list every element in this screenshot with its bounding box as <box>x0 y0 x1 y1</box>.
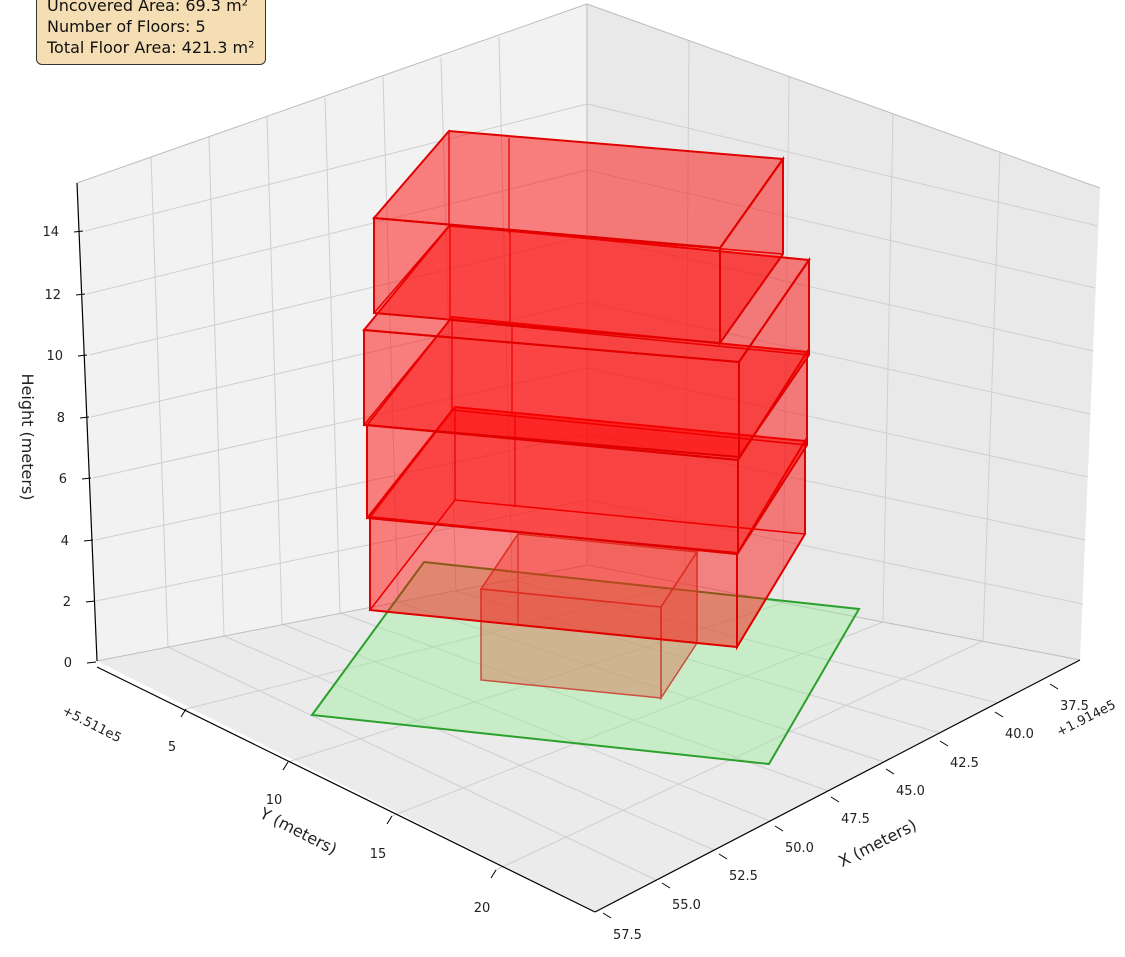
x-tick-label: 42.5 <box>950 756 979 771</box>
number-of-floors-text: Number of Floors: 5 <box>47 17 206 36</box>
pane-edges <box>76 3 1101 662</box>
x-tick <box>994 711 1004 718</box>
x-tick-label: 55.0 <box>672 898 701 913</box>
x-tick-label: 57.5 <box>613 928 642 943</box>
y-tick <box>180 708 187 718</box>
info-box: Uncovered Area: 69.3 m² Number of Floors… <box>36 0 266 65</box>
y-tick-label: 15 <box>370 847 387 862</box>
x-tick-label: 52.5 <box>729 869 758 884</box>
tick-labels: 0 2 4 6 8 10 12 14 5 10 15 20 37.5 40.0 42.5 45.0 47.5 50… <box>42 225 1089 943</box>
floor-side-face <box>738 256 810 461</box>
z-tick-label: 12 <box>44 288 61 303</box>
floor-2 <box>365 315 809 557</box>
y-axis-line <box>96 666 596 913</box>
y-tick <box>282 761 289 771</box>
x-tick <box>661 882 671 889</box>
x-tick <box>602 912 612 919</box>
z-tick-label: 14 <box>42 225 59 240</box>
building <box>310 129 861 766</box>
floor-side-face <box>736 437 806 651</box>
z-tick-label: 8 <box>57 411 65 426</box>
x-axis-line <box>594 659 1081 913</box>
x-tick-label: 37.5 <box>1060 699 1089 714</box>
y-tick-label: 5 <box>168 740 176 755</box>
z-tick-label: 0 <box>64 656 72 671</box>
z-tick <box>86 661 97 664</box>
floor-side-face <box>737 348 808 557</box>
z-tick <box>81 477 92 480</box>
z-tick <box>83 539 94 542</box>
x-tick <box>774 825 784 832</box>
floor-4 <box>371 129 785 347</box>
z-tick <box>79 416 90 419</box>
z-axis-line <box>76 182 98 662</box>
x-tick <box>718 853 728 860</box>
z-tick <box>77 354 88 357</box>
x-tick <box>939 740 949 747</box>
y-axis-label: Y (meters) <box>256 803 340 858</box>
z-tick <box>85 600 96 603</box>
z-tick-label: 2 <box>63 595 71 610</box>
z-tick <box>73 230 84 233</box>
tick-marks <box>73 230 1059 919</box>
y-offset-label: +5.511e5 <box>59 704 123 747</box>
y-tick <box>386 815 393 825</box>
z-tick-label: 6 <box>59 472 67 487</box>
back-right-pane <box>587 4 1100 660</box>
footprint-polygon <box>310 560 861 766</box>
uncovered-area-text: Uncovered Area: 69.3 m² <box>47 0 249 15</box>
floor-side-face <box>719 155 784 347</box>
x-tick-label: 50.0 <box>785 841 814 856</box>
z-tick-label: 10 <box>46 349 63 364</box>
grid-lines <box>84 36 1099 881</box>
z-tick <box>75 293 86 296</box>
x-tick <box>885 768 895 775</box>
z-axis-label: Height (meters) <box>18 374 37 501</box>
y-tick-label: 20 <box>474 901 491 916</box>
z-tick-label: 4 <box>61 534 69 549</box>
x-tick-label: 40.0 <box>1005 727 1034 742</box>
total-floor-area-text: Total Floor Area: 421.3 m² <box>47 38 255 57</box>
floor-1 <box>368 405 807 651</box>
y-tick <box>490 869 497 879</box>
x-tick <box>830 796 840 803</box>
axis-lines <box>76 182 1081 913</box>
x-tick-label: 47.5 <box>841 812 870 827</box>
x-tick-label: 45.0 <box>896 784 925 799</box>
y-tick-label: 10 <box>266 793 283 808</box>
x-tick <box>1049 683 1059 690</box>
